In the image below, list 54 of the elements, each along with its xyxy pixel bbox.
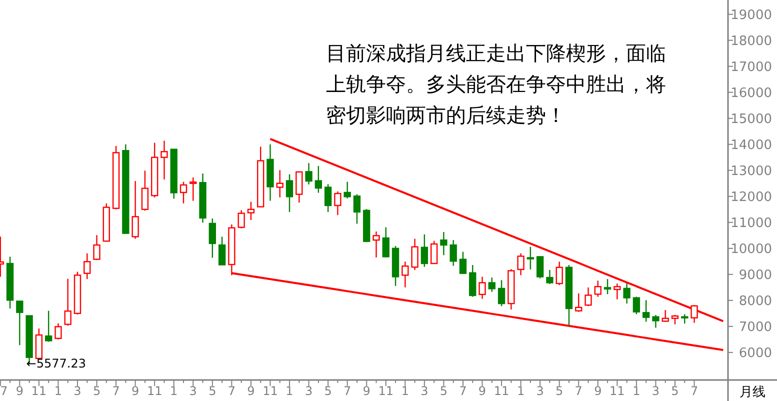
y-tick-label: 14000 [730, 138, 772, 153]
x-tick-label: 11 [494, 384, 510, 398]
x-axis-title: 月线 [740, 385, 766, 400]
x-tick-label: 5 [440, 384, 448, 398]
y-tick-label: 19000 [730, 8, 772, 23]
y-tick-label: 9000 [738, 268, 772, 283]
y-tick-label: 6000 [738, 346, 772, 361]
y-tick-label: 13000 [730, 164, 772, 179]
y-tick-label: 17000 [730, 60, 772, 75]
x-tick-label: 7 [459, 384, 467, 398]
x-tick-label: 9 [594, 384, 602, 398]
x-tick-label: 9 [16, 384, 24, 398]
x-tick-label: 9 [362, 384, 370, 398]
x-tick-label: 7 [574, 384, 582, 398]
x-tick-label: 1 [632, 384, 640, 398]
x-tick-label: 7 [112, 384, 120, 398]
y-tick-label: 8000 [738, 294, 772, 309]
x-tick-label: 9 [131, 384, 140, 398]
x-tick-label: 9 [247, 384, 255, 398]
y-tick-label: 12000 [730, 190, 772, 205]
x-tick-label: 11 [31, 384, 47, 398]
x-tick-label: 1 [516, 384, 525, 398]
x-tick-label: 3 [189, 384, 197, 398]
annotation: 目前深成指月线正走出下降楔形，面临上轨争夺。多头能否在争夺中胜出，将密切影响两市的后续走势！ [326, 40, 667, 129]
x-tick-label: 3 [536, 384, 544, 398]
x-tick-label: 7 [690, 384, 698, 398]
x-tick-label: 9 [478, 384, 486, 398]
x-tick-label: 7 [344, 384, 352, 398]
x-tick-label: 11 [378, 384, 394, 398]
y-tick-label: 15000 [730, 112, 772, 127]
annotation: ←5577.23 [26, 356, 86, 370]
y-tick-label: 18000 [730, 34, 772, 49]
x-tick-label: 5 [671, 384, 679, 398]
y-tick-label: 7000 [738, 320, 772, 335]
x-tick-label: 11 [610, 384, 625, 398]
x-tick-label: 7 [228, 384, 236, 398]
x-tick-label: 1 [401, 384, 409, 398]
x-tick-label: 3 [420, 384, 428, 398]
x-tick-label: 11 [146, 384, 162, 398]
y-tick-label: 10000 [730, 242, 772, 257]
x-tick-label: 1 [286, 384, 294, 398]
x-tick-label: 1 [170, 384, 178, 398]
x-tick-label: 3 [304, 384, 313, 398]
x-tick-label: 3 [74, 384, 82, 398]
y-tick-label: 16000 [730, 86, 772, 101]
x-tick-label: 7 [0, 384, 8, 398]
x-tick-label: 3 [652, 384, 660, 398]
x-tick-label: 5 [92, 384, 101, 398]
x-tick-label: 5 [556, 384, 564, 398]
y-tick-label: 11000 [730, 216, 772, 231]
x-tick-label: 5 [324, 384, 332, 398]
x-tick-label: 11 [262, 384, 278, 398]
x-tick-label: 5 [208, 384, 216, 398]
x-tick-label: 1 [54, 384, 62, 398]
